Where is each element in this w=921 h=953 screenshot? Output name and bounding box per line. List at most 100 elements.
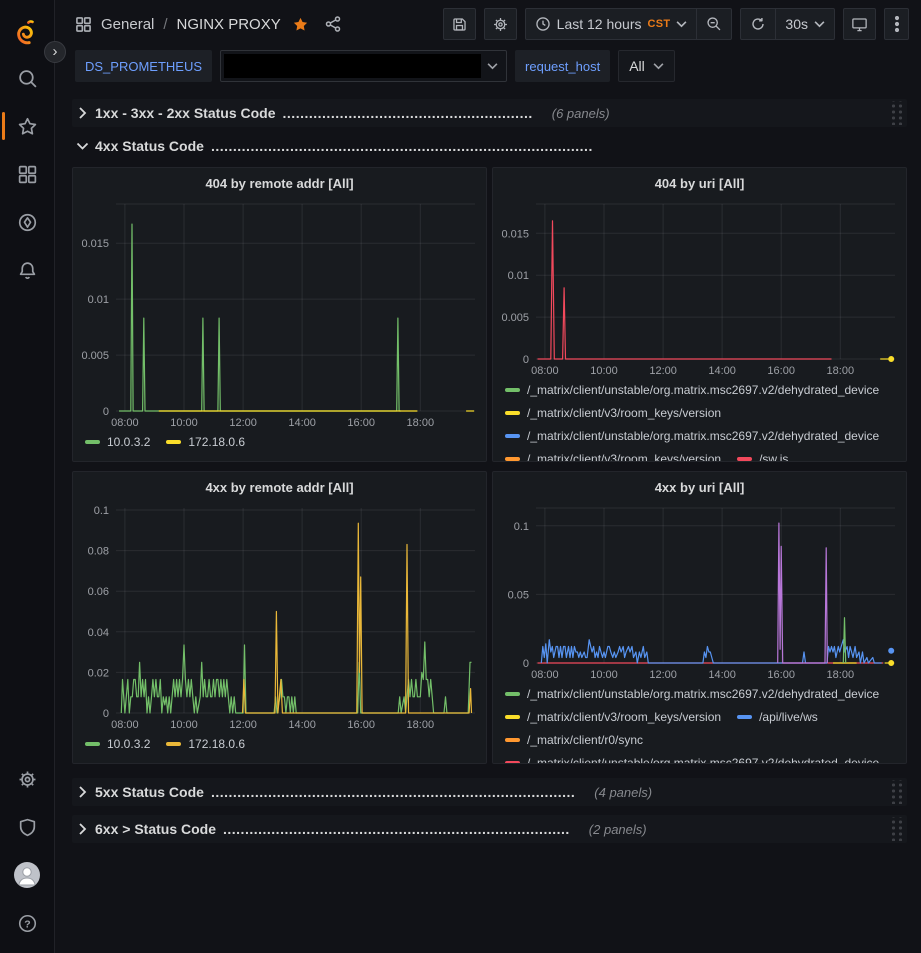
legend-item[interactable]: /_matrix/client/r0/sync [505, 731, 643, 749]
sidebar-expand-button[interactable]: › [44, 41, 66, 63]
star-icon [17, 116, 38, 137]
svg-text:0.1: 0.1 [94, 505, 109, 517]
cycle-view-mode-button[interactable] [843, 8, 876, 40]
legend-item[interactable]: /_matrix/client/v3/room_keys/version [505, 708, 721, 726]
sidebar-item-help[interactable]: ? [0, 899, 55, 947]
row-drag-handle[interactable] [889, 817, 902, 841]
row-drag-handle[interactable] [889, 101, 902, 125]
row-drag-handle[interactable] [889, 780, 902, 804]
legend-swatch-icon [505, 738, 520, 742]
svg-text:?: ? [24, 918, 30, 930]
chevron-down-icon [76, 140, 88, 152]
svg-text:0.005: 0.005 [81, 350, 109, 362]
row-title-dots: ........................................… [211, 784, 575, 800]
legend-item[interactable]: 10.0.3.2 [85, 735, 150, 753]
row-header-1xx-3xx-2xx[interactable]: 1xx - 3xx - 2xx Status Code ............… [72, 99, 907, 127]
panel-4xx-by-remote-addr: 4xx by remote addr [All] 08:0010:0012:00… [72, 471, 487, 764]
row-header-5xx[interactable]: 5xx Status Code ........................… [72, 778, 907, 806]
time-picker: Last 12 hours CST [525, 8, 733, 40]
svg-text:10:00: 10:00 [170, 719, 198, 731]
svg-text:18:00: 18:00 [827, 365, 855, 377]
legend-item[interactable]: /api/live/ws [737, 708, 818, 726]
legend-label: /_matrix/client/v3/room_keys/version [527, 710, 721, 724]
breadcrumb-folder[interactable]: General [101, 16, 154, 33]
legend-item[interactable]: /_matrix/client/v3/room_keys/version [505, 450, 721, 461]
variable-value-request-host[interactable]: All [618, 50, 675, 82]
star-filled-icon [292, 16, 309, 33]
row-header-6xx[interactable]: 6xx > Status Code ......................… [72, 815, 907, 843]
dashboard-settings-button[interactable] [484, 8, 517, 40]
apps-grid-icon [75, 16, 92, 33]
timeseries-chart-404-by-uri[interactable]: 08:0010:0012:0014:0016:0018:0000.0050.01… [494, 196, 905, 379]
more-options-button[interactable] [884, 8, 909, 40]
svg-text:08:00: 08:00 [111, 417, 139, 429]
time-range-button[interactable]: Last 12 hours CST [526, 9, 697, 39]
row-title-dots: ........................................… [211, 138, 593, 154]
legend-item[interactable]: /_matrix/client/v3/room_keys/version [505, 404, 721, 422]
save-dashboard-button[interactable] [443, 8, 476, 40]
legend-swatch-icon [85, 440, 100, 444]
panel-title[interactable]: 404 by remote addr [All] [73, 168, 486, 196]
panel-legend: /_matrix/client/unstable/org.matrix.msc2… [493, 379, 906, 461]
legend-item[interactable]: /_matrix/client/unstable/org.matrix.msc2… [505, 754, 879, 763]
legend-swatch-icon [166, 440, 181, 444]
sidebar-item-configuration[interactable] [0, 755, 55, 803]
timeseries-chart-4xx-by-uri[interactable]: 08:0010:0012:0014:0016:0018:0000.050.1 [494, 500, 905, 683]
redacted-value [224, 54, 481, 78]
svg-text:18:00: 18:00 [407, 719, 435, 731]
compass-icon [17, 212, 38, 233]
panel-title[interactable]: 404 by uri [All] [493, 168, 906, 196]
search-icon [17, 68, 38, 89]
refresh-interval-button[interactable]: 30s [776, 9, 834, 39]
avatar [14, 862, 40, 888]
sidebar-item-server-admin[interactable] [0, 803, 55, 851]
svg-text:14:00: 14:00 [288, 719, 316, 731]
grafana-app: ? › General / NGINX PROXY [0, 0, 921, 953]
sidebar-item-alerting[interactable] [0, 246, 55, 294]
legend-swatch-icon [505, 457, 520, 461]
svg-text:16:00: 16:00 [347, 719, 375, 731]
chevron-right-icon [76, 107, 88, 119]
variable-selected-value: All [629, 58, 645, 74]
legend-item[interactable]: 172.18.0.6 [166, 433, 245, 451]
share-icon[interactable] [324, 15, 342, 33]
legend-label: /api/live/ws [759, 710, 818, 724]
timezone-badge: CST [648, 18, 671, 30]
chevron-down-icon [653, 62, 664, 70]
svg-text:12:00: 12:00 [229, 719, 257, 731]
favorite-star-icon[interactable] [292, 16, 309, 33]
breadcrumb-separator: / [163, 16, 167, 33]
legend-item[interactable]: 10.0.3.2 [85, 433, 150, 451]
panel-legend: 10.0.3.2 172.18.0.6 [73, 733, 486, 763]
legend-item[interactable]: /sw.js [737, 450, 788, 461]
main-area: General / NGINX PROXY [55, 0, 921, 953]
variable-value-ds-prometheus[interactable] [220, 50, 507, 82]
svg-text:16:00: 16:00 [767, 365, 795, 377]
legend-item[interactable]: /_matrix/client/unstable/org.matrix.msc2… [505, 685, 879, 703]
panel-title[interactable]: 4xx by uri [All] [493, 472, 906, 500]
zoom-out-time-button[interactable] [697, 9, 731, 39]
timeseries-chart-4xx-by-remote-addr[interactable]: 08:0010:0012:0014:0016:0018:0000.020.040… [74, 500, 485, 733]
svg-text:0.1: 0.1 [514, 521, 529, 533]
sidebar-item-search[interactable] [0, 54, 55, 102]
sidebar-item-dashboards[interactable] [0, 150, 55, 198]
panel-title[interactable]: 4xx by remote addr [All] [73, 472, 486, 500]
timeseries-chart-404-by-remote-addr[interactable]: 08:0010:0012:0014:0016:0018:0000.0050.01… [74, 196, 485, 431]
sidebar-item-starred[interactable] [0, 102, 55, 150]
svg-text:14:00: 14:00 [288, 417, 316, 429]
legend-item[interactable]: 172.18.0.6 [166, 735, 245, 753]
chevron-right-icon [76, 786, 88, 798]
legend-item[interactable]: /_matrix/client/unstable/org.matrix.msc2… [505, 427, 879, 445]
row-header-4xx[interactable]: 4xx Status Code ........................… [72, 132, 907, 160]
sidebar-item-profile[interactable] [0, 851, 55, 899]
sidebar-item-explore[interactable] [0, 198, 55, 246]
row-title: 5xx Status Code [95, 784, 204, 800]
legend-label: /_matrix/client/unstable/org.matrix.msc2… [527, 383, 879, 397]
legend-label: /_matrix/client/v3/room_keys/version [527, 406, 721, 420]
legend-label: 172.18.0.6 [188, 737, 245, 751]
shield-icon [17, 817, 38, 838]
refresh-button[interactable] [741, 9, 775, 39]
legend-swatch-icon [505, 388, 520, 392]
legend-item[interactable]: /_matrix/client/unstable/org.matrix.msc2… [505, 381, 879, 399]
legend-swatch-icon [737, 715, 752, 719]
